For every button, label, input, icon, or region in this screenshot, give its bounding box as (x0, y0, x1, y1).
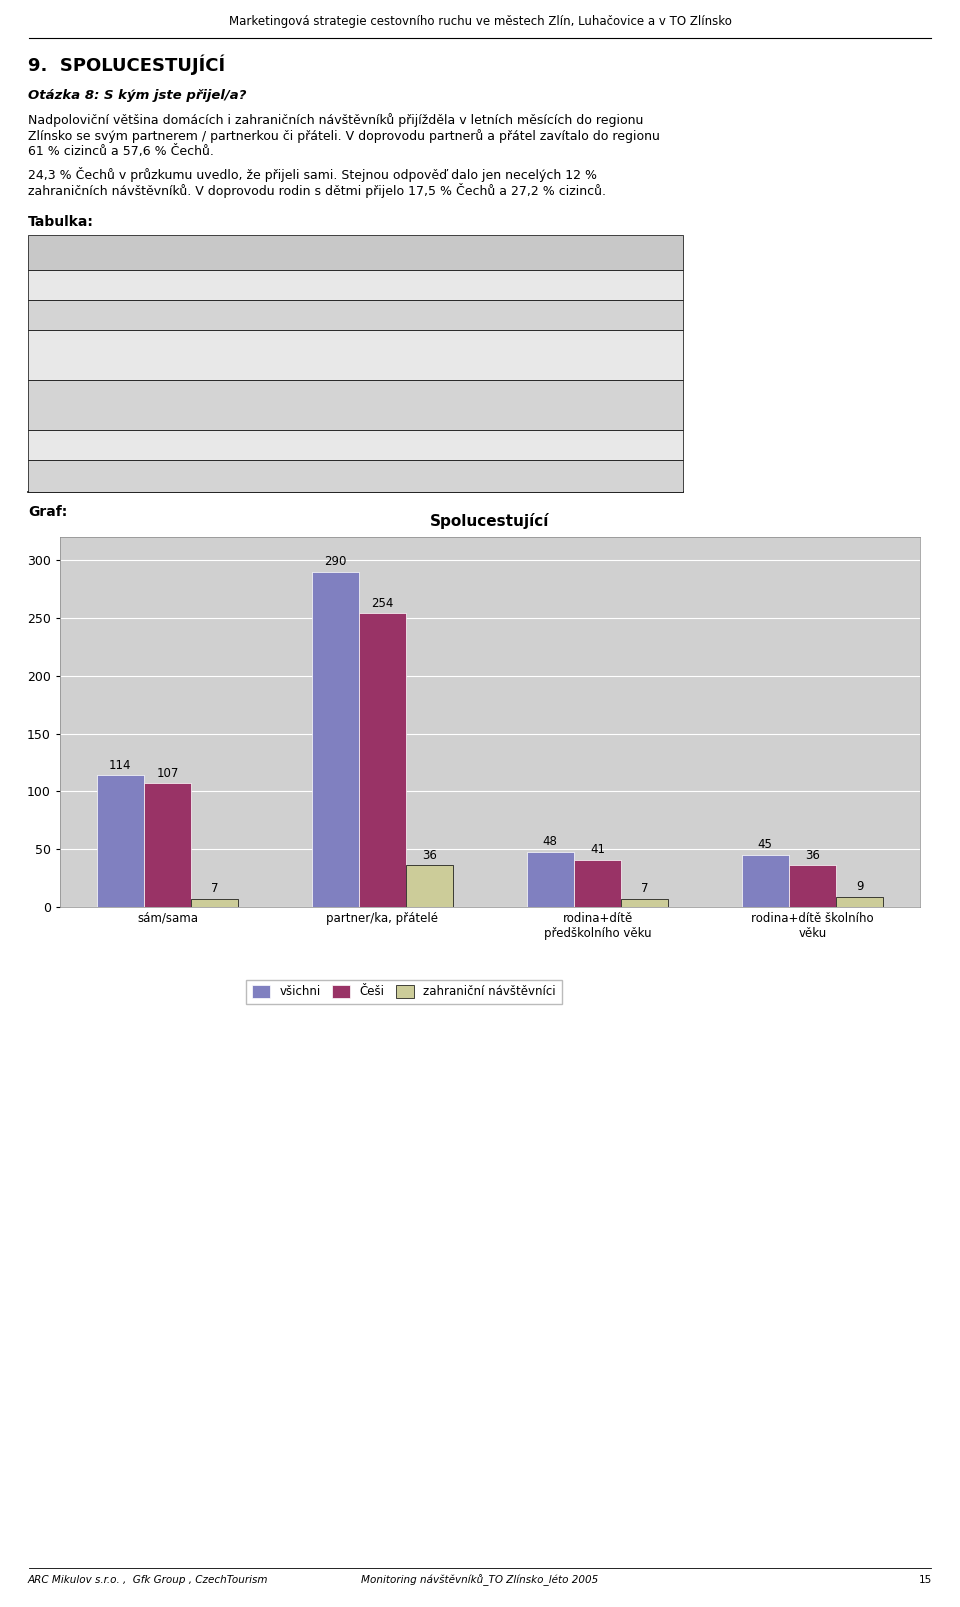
Text: 7: 7 (641, 882, 649, 895)
Text: 441: 441 (482, 469, 508, 482)
Text: 48: 48 (372, 349, 388, 362)
Text: 36: 36 (422, 848, 437, 861)
Bar (621, 898, 668, 906)
Text: 500: 500 (362, 469, 388, 482)
Text: ARC Mikulov s.r.o. ,  Gfk Group , CzechTourism: ARC Mikulov s.r.o. , Gfk Group , CzechTo… (28, 1575, 269, 1585)
Text: 9.  SPOLUCESTUJÍCÍ: 9. SPOLUCESTUJÍCÍ (28, 55, 226, 76)
Text: Zahraniční: Zahraniční (590, 246, 670, 259)
Text: 100 %: 100 % (635, 469, 678, 482)
Text: 290: 290 (324, 556, 347, 569)
Text: 61 % cizinců a 57,6 % Čechů.: 61 % cizinců a 57,6 % Čechů. (28, 146, 214, 159)
Text: 7: 7 (605, 349, 613, 362)
Text: Monitoring návštěvníků_TO Zlínsko_léto 2005: Monitoring návštěvníků_TO Zlínsko_léto 2… (361, 1575, 599, 1586)
Text: 254: 254 (484, 309, 508, 321)
Text: S partnerem / partnerkou, přáteli: S partnerem / partnerkou, přáteli (33, 309, 240, 321)
Legend: všichni, Češi, zahraniční návštěvníci: všichni, Češi, zahraniční návštěvníci (246, 980, 562, 1004)
Text: Graf:: Graf: (28, 505, 67, 519)
Text: 15: 15 (919, 1575, 932, 1585)
Text: 3: 3 (500, 439, 508, 452)
Text: 7: 7 (605, 278, 613, 291)
Text: 61,0 %: 61,0 % (635, 309, 678, 321)
Text: Otázka 8: S kým jste přijel/a?: Otázka 8: S kým jste přijel/a? (28, 88, 247, 101)
Text: 9: 9 (605, 399, 613, 411)
Text: 0,6 %: 0,6 % (418, 439, 453, 452)
Text: 59: 59 (595, 469, 613, 482)
Text: 254: 254 (372, 596, 394, 609)
Text: 107: 107 (484, 278, 508, 291)
Text: Zlínsko se svým partnerem / partnerkou či přáteli. V doprovodu partnerů a přátel: Zlínsko se svým partnerem / partnerkou č… (28, 129, 660, 143)
Text: 100 %: 100 % (410, 469, 453, 482)
Text: Češi: Češi (502, 246, 534, 259)
Text: 24,3 % Čechů v průzkumu uvedlo, že přijeli sami. Stejnou odpověď dalo jen necelý: 24,3 % Čechů v průzkumu uvedlo, že přije… (28, 167, 597, 182)
Bar (191, 898, 238, 906)
Text: 114: 114 (108, 759, 132, 771)
Text: S rodinou s malými dětmi / dítětem
(alespoň jedno dítě předškolního věku): S rodinou s malými dětmi / dítětem (ales… (33, 341, 276, 370)
Text: 0,7 %: 0,7 % (538, 439, 573, 452)
Bar (789, 866, 836, 906)
Text: 0,0 %: 0,0 % (642, 439, 678, 452)
Text: 9: 9 (856, 881, 864, 893)
Text: 41: 41 (590, 844, 605, 857)
Text: 9,6 %: 9,6 % (418, 349, 453, 362)
Bar (97, 775, 144, 906)
Bar (836, 897, 883, 906)
Bar (741, 855, 789, 906)
Text: 7: 7 (211, 882, 219, 895)
Text: 9,0 %: 9,0 % (418, 399, 453, 411)
Text: Všichni: Všichni (371, 246, 425, 259)
Text: Celkem: Celkem (33, 469, 84, 482)
Text: 15,3 %: 15,3 % (635, 399, 678, 411)
Bar (144, 783, 191, 906)
Text: 36: 36 (597, 309, 613, 321)
Text: 11,9 %: 11,9 % (635, 349, 678, 362)
Text: 45: 45 (372, 399, 388, 411)
Bar (406, 866, 453, 906)
Text: 107: 107 (156, 767, 179, 779)
Text: Marketingová strategie cestovního ruchu ve městech Zlín, Luhačovice a v TO Zlíns: Marketingová strategie cestovního ruchu … (228, 16, 732, 29)
Text: 41: 41 (492, 349, 508, 362)
Text: 58,0 %: 58,0 % (409, 309, 453, 321)
Text: 11,9 %: 11,9 % (635, 278, 678, 291)
Text: 114: 114 (365, 278, 388, 291)
Text: 24,3 %: 24,3 % (529, 278, 573, 291)
Text: S rodinou se staršími dětmi / dítětem
(školní věk): S rodinou se staršími dětmi / dítětem (š… (33, 391, 266, 419)
Text: Tabulka:: Tabulka: (28, 215, 94, 230)
Text: Neodpověděl: Neodpověděl (33, 439, 115, 452)
Text: 290: 290 (364, 309, 388, 321)
Text: zahraničních návštěvníků. V doprovodu rodin s dětmi přijelo 17,5 % Čechů a 27,2 : zahraničních návštěvníků. V doprovodu ro… (28, 183, 606, 198)
Text: 9,3 %: 9,3 % (538, 349, 573, 362)
Text: 45: 45 (757, 839, 773, 852)
Text: Odpověď: Odpověď (150, 246, 216, 259)
Bar (574, 860, 621, 906)
Text: Sám / sama: Sám / sama (33, 278, 108, 291)
Title: Spolucestující: Spolucestující (430, 513, 550, 529)
Bar (526, 852, 574, 906)
Text: 8,2 %: 8,2 % (538, 399, 573, 411)
Text: 3: 3 (380, 439, 388, 452)
Bar (312, 572, 359, 906)
Text: 36: 36 (805, 848, 820, 861)
Text: 0: 0 (605, 439, 613, 452)
Text: 36: 36 (492, 399, 508, 411)
Text: 22,8 %: 22,8 % (409, 278, 453, 291)
Text: 57,6 %: 57,6 % (529, 309, 573, 321)
Bar (359, 614, 406, 906)
Text: 48: 48 (542, 836, 558, 848)
Text: 100 %: 100 % (530, 469, 573, 482)
Text: Nadpoloviční většina domácích i zahraničních návštěvníků přijížděla v letních mě: Nadpoloviční většina domácích i zahranič… (28, 112, 643, 127)
